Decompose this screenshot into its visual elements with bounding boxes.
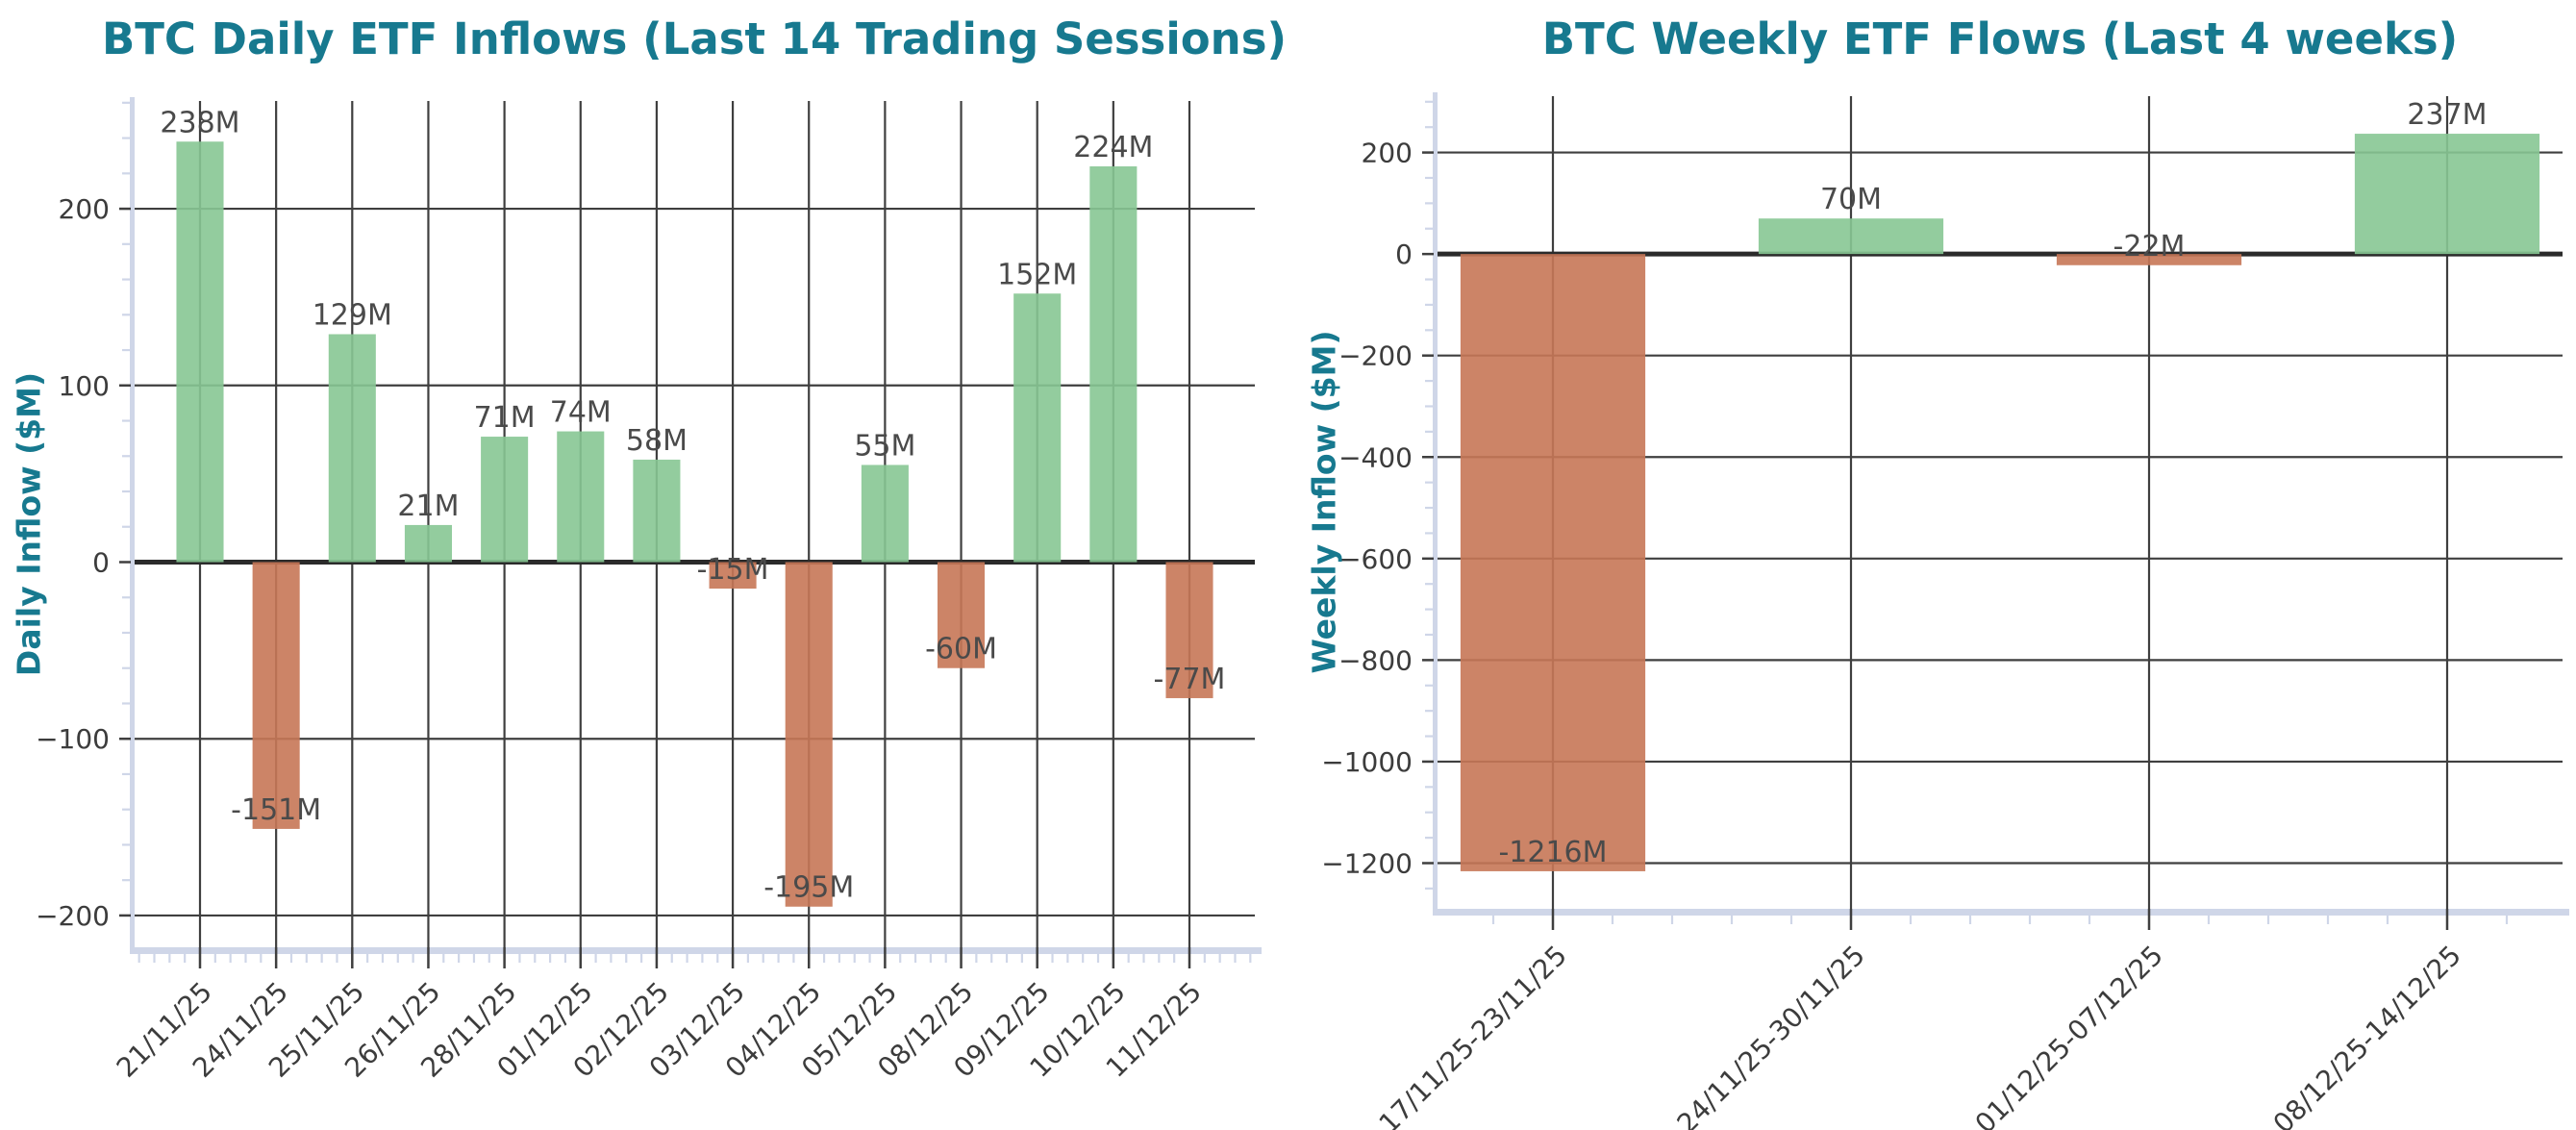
weekly-flows-bar-chart: -1216M 70M -22M 237M −1200 −1000 −800 −600 −400 −… [1321, 92, 2569, 1130]
positive-bar [557, 431, 605, 563]
negative-bar [709, 562, 757, 590]
y-tick-label: −1200 [1321, 847, 1413, 879]
bar-value-label: 55M [854, 429, 915, 463]
bar-value-label: 237M [2407, 98, 2487, 132]
positive-bar [1758, 218, 1944, 255]
negative-bar [1165, 562, 1213, 698]
bar-value-label: -1216M [1498, 836, 1607, 869]
bar-value-label: -195M [763, 871, 854, 905]
y-tick-label: 200 [59, 193, 110, 225]
x-tick-label: 08/12/25-14/12/25 [2267, 940, 2467, 1130]
weekly-chart-title: BTC Weekly ETF Flows (Last 4 weeks) [1541, 13, 2459, 64]
bar-value-label: 238M [160, 106, 239, 139]
x-tick-label: 17/11/25-23/11/25 [1373, 940, 1573, 1130]
bar-value-label: 70M [1820, 183, 1882, 216]
y-tick-label: 100 [59, 370, 110, 402]
positive-bar [328, 334, 376, 563]
y-tick-label: −100 [36, 723, 110, 755]
positive-bar [633, 459, 681, 563]
bar-value-label: 21M [397, 490, 459, 523]
y-axis-spine [130, 97, 135, 954]
bar-value-label: 74M [550, 396, 612, 430]
positive-bar [1089, 165, 1138, 563]
positive-bar [2354, 134, 2540, 255]
y-tick-label: −600 [1338, 543, 1413, 575]
x-axis-spine [130, 947, 1262, 954]
y-tick-label: −800 [1338, 644, 1413, 676]
positive-bar [1013, 293, 1062, 563]
y-tick-label: −200 [1338, 340, 1413, 372]
bar-value-label: 129M [313, 299, 392, 333]
y-tick-label: 0 [92, 546, 110, 578]
bar-value-label: -22M [2113, 230, 2186, 264]
daily-chart-title: BTC Daily ETF Inflows (Last 14 Trading S… [101, 13, 1288, 64]
positive-bar [861, 465, 909, 563]
bar-value-label: -151M [231, 793, 321, 827]
y-tick-label: −200 [36, 900, 110, 932]
y-tick-label: −1000 [1321, 746, 1413, 778]
negative-bar [2056, 254, 2242, 265]
weekly-y-axis-label: Weekly Inflow ($M) [1305, 330, 1343, 674]
negative-bar [938, 562, 986, 668]
bar-value-label: 71M [474, 401, 536, 435]
y-tick-label: 200 [1362, 138, 1413, 169]
weekly-chart-panel: -1216M 70M -22M 237M −1200 −1000 −800 −600 −400 −… [1293, 0, 2576, 1130]
y-axis-spine [1433, 92, 1438, 916]
bar-value-label: -77M [1154, 663, 1226, 696]
negative-bar [1460, 254, 1646, 871]
daily-chart-panel: 238M -151M 129M 21M 71M 74M 58M -15M -195M 55M -60… [10, 13, 1288, 1084]
positive-bar [176, 141, 224, 563]
bar-value-label: 58M [626, 424, 688, 458]
positive-bar [481, 437, 529, 563]
x-tick-label: 24/11/25-30/11/25 [1671, 940, 1871, 1130]
x-tick-label: 01/12/25-07/12/25 [1969, 940, 2169, 1130]
y-tick-label: −400 [1338, 441, 1413, 473]
daily-inflows-bar-chart: 238M -151M 129M 21M 71M 74M 58M -15M -195M 55M -60… [36, 97, 1262, 1084]
negative-bar [785, 562, 833, 907]
bar-value-label: 224M [1073, 131, 1153, 164]
daily-y-axis-label: Daily Inflow ($M) [10, 371, 48, 677]
negative-bar [252, 562, 300, 829]
bar-value-label: 152M [997, 258, 1077, 291]
y-tick-label: 0 [1395, 239, 1413, 270]
bar-value-label: -15M [697, 553, 769, 587]
bar-value-label: -60M [925, 633, 997, 666]
positive-bar [404, 524, 452, 563]
x-axis-spine [1433, 909, 2569, 916]
